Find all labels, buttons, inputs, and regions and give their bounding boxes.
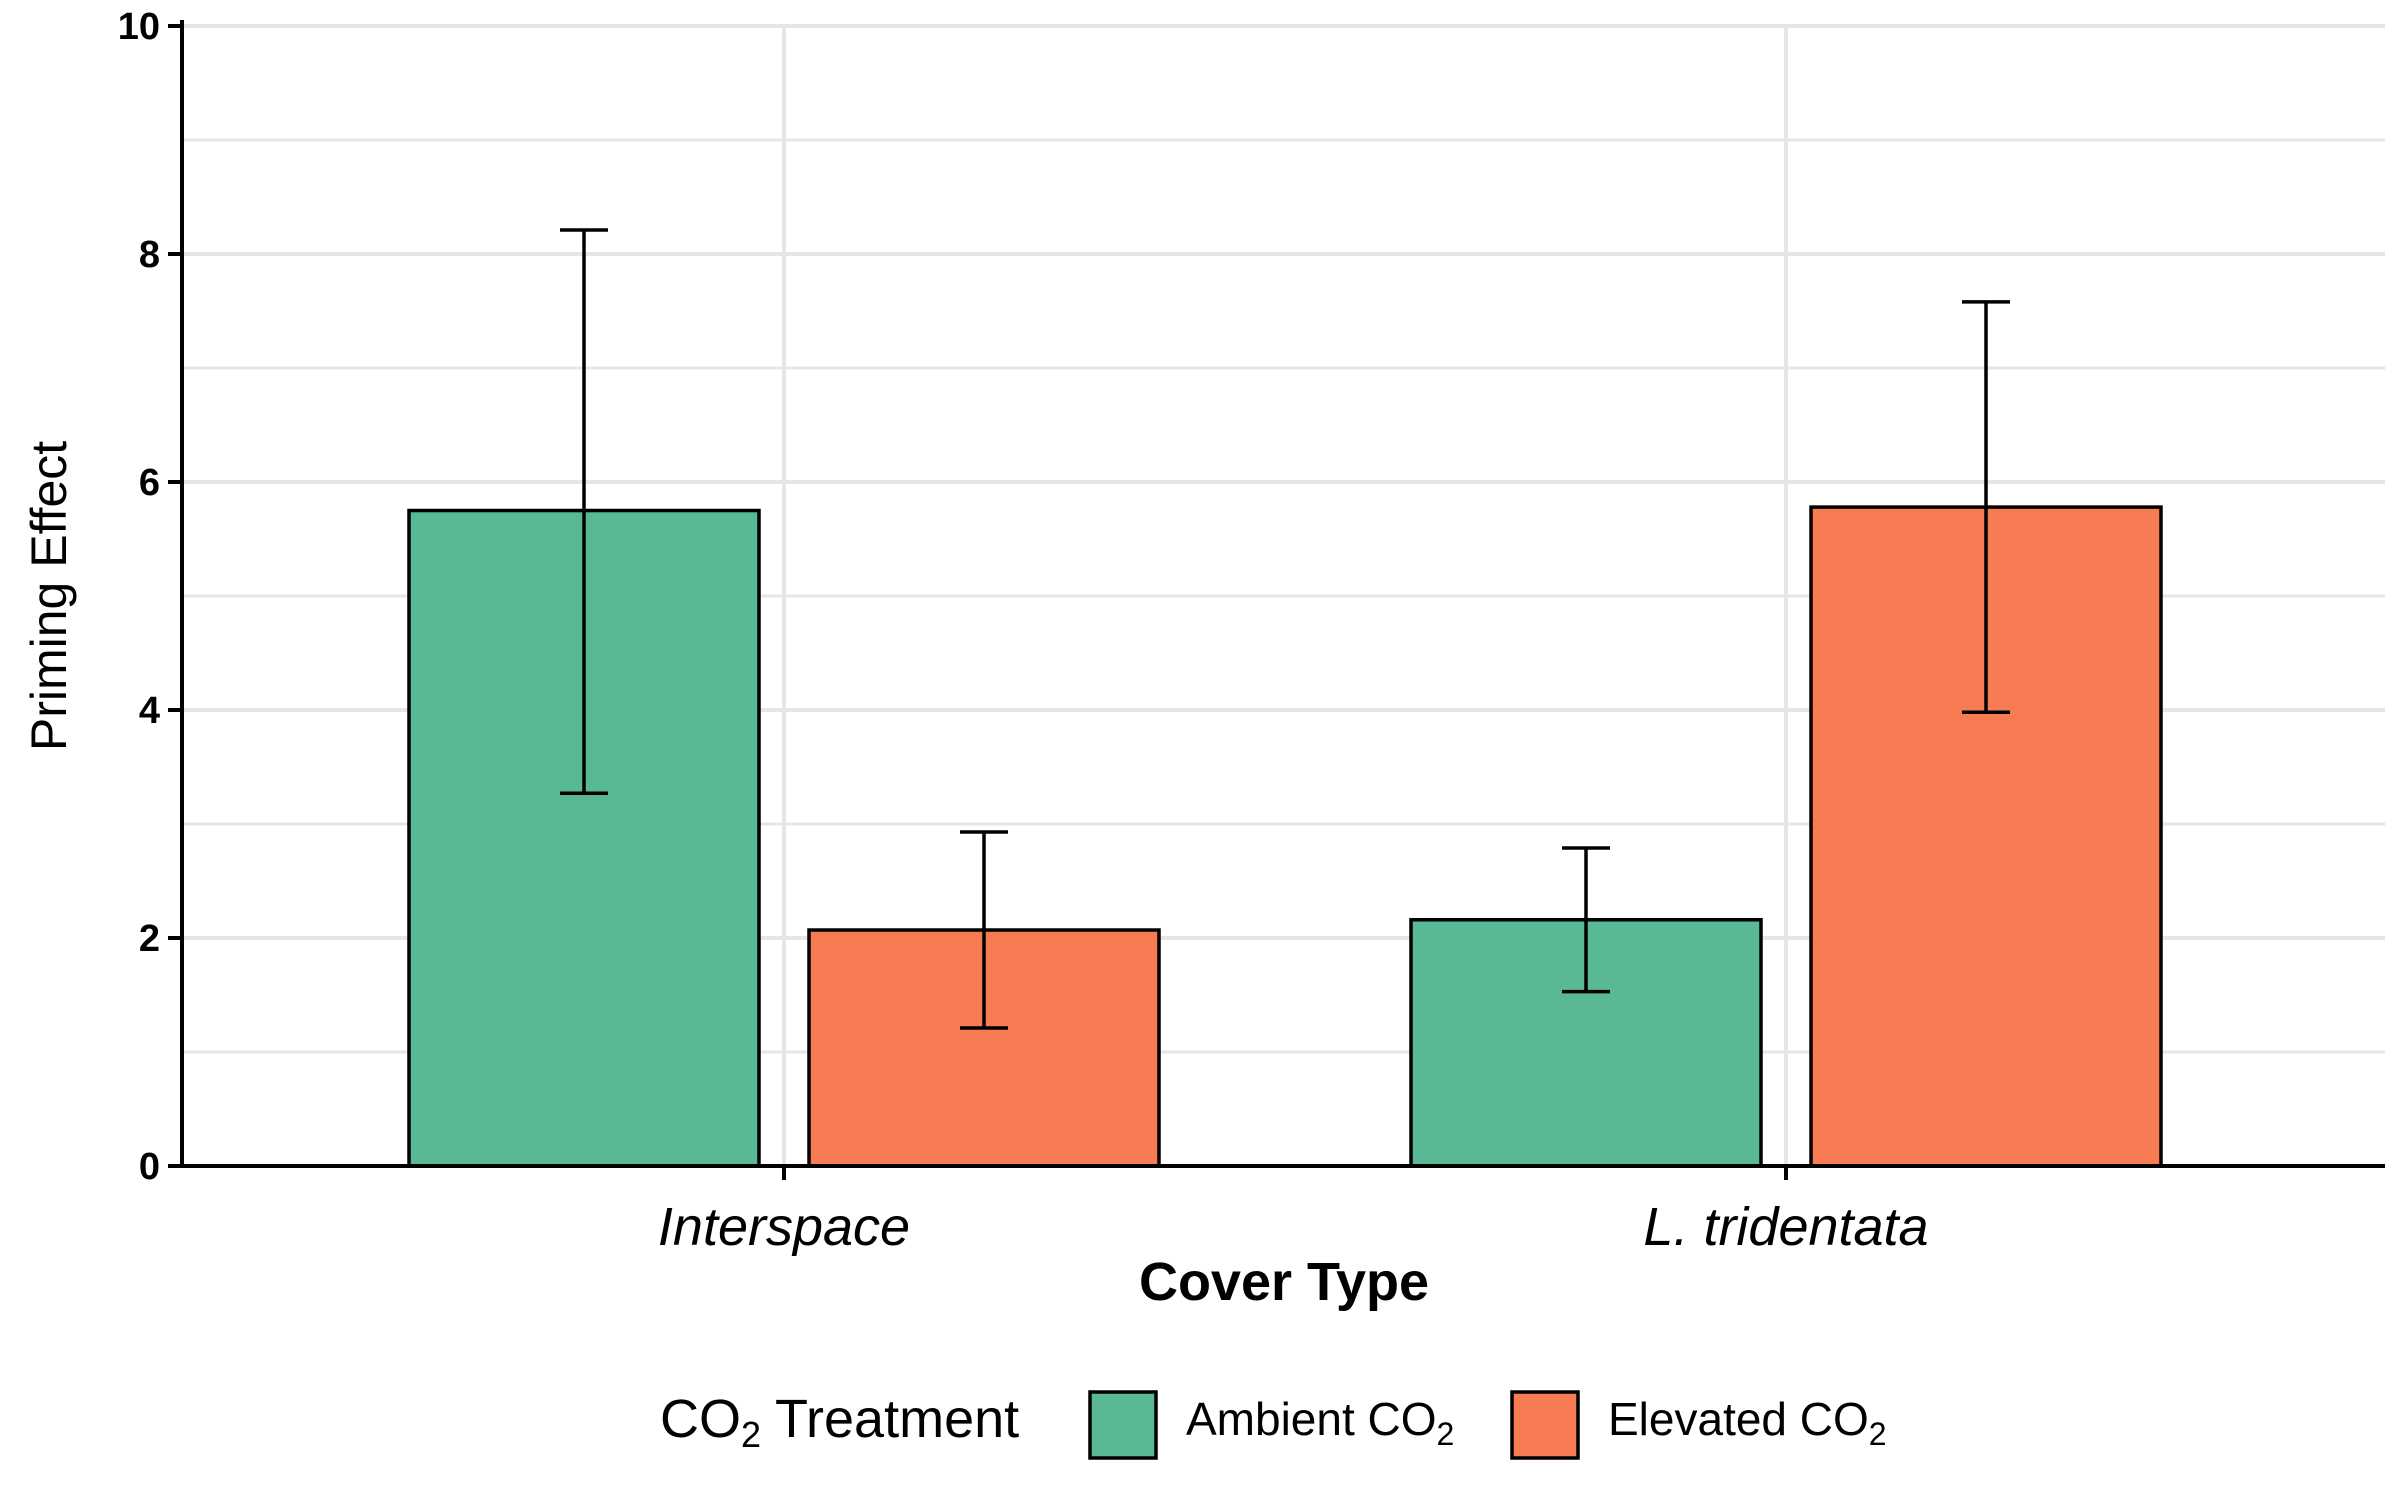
legend-key <box>1510 1390 1580 1460</box>
legend-label: Ambient CO2 <box>1186 1393 1454 1452</box>
y-axis-title: Priming Effect <box>21 441 77 751</box>
legend-label: Elevated CO2 <box>1608 1393 1887 1452</box>
legend-layer: CO2 Treatment Ambient CO2 Elevated CO2 <box>660 1389 1887 1460</box>
y-tick-label: 6 <box>139 462 160 504</box>
y-tick-label: 4 <box>139 690 160 732</box>
x-tick-label: Interspace <box>658 1197 910 1257</box>
y-tick-label: 10 <box>118 6 160 48</box>
y-tick-label: 2 <box>139 918 160 960</box>
x-axis-title: Cover Type <box>1139 1252 1429 1312</box>
bar-layer <box>407 228 2163 1168</box>
y-tick-label: 0 <box>139 1146 160 1188</box>
x-tick-label: L. tridentata <box>1643 1197 1928 1257</box>
y-tick-label: 8 <box>139 234 160 276</box>
legend-key <box>1088 1390 1158 1460</box>
axis-layer <box>168 20 2385 1180</box>
legend-title: CO2 Treatment <box>660 1389 1019 1455</box>
label-layer: 0 2 4 6 8 10 Interspace L. tridentata Cover Type… <box>21 6 1929 1312</box>
